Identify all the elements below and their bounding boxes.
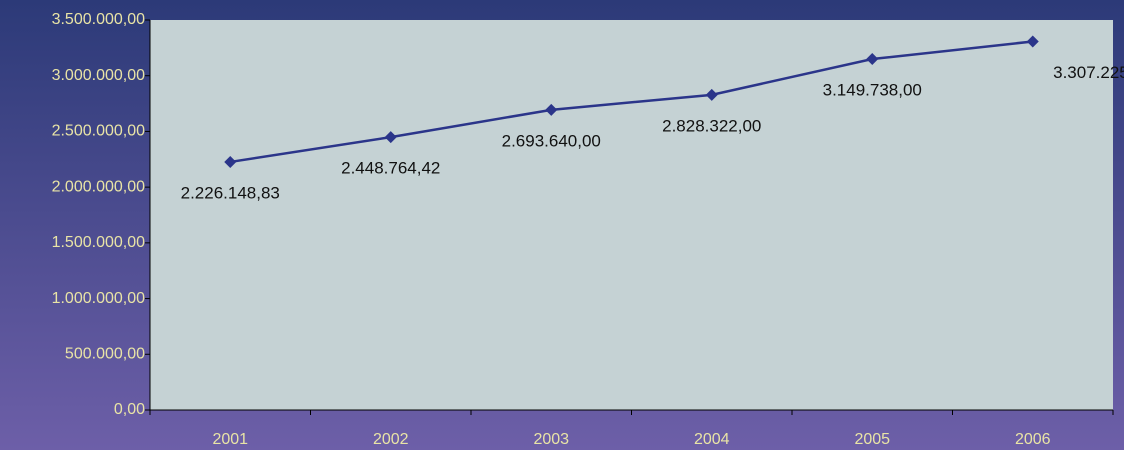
point <box>384 131 397 144</box>
y-tick-label: 3.500.000,00 <box>52 11 146 28</box>
point <box>866 53 879 66</box>
y-tick-label: 1.000.000,00 <box>52 290 146 307</box>
data-label: 2.828.322,00 <box>662 116 761 135</box>
x-tick-label: 2004 <box>694 431 730 448</box>
line <box>230 40 1033 164</box>
y-tick-label: 0,00 <box>114 401 145 418</box>
x-tick-label: 2002 <box>373 431 409 448</box>
point <box>545 103 558 116</box>
y-tick-label: 2.000.000,00 <box>52 178 146 195</box>
point <box>224 155 237 168</box>
y-tick-label: 2.500.000,00 <box>52 123 146 140</box>
data-label: 3.307.225,00 <box>1053 63 1124 82</box>
x-tick-label: 2005 <box>854 431 890 448</box>
y-tick-label: 500.000,00 <box>65 346 145 363</box>
x-tick-label: 2003 <box>533 431 569 448</box>
x-tick-label: 2001 <box>212 431 248 448</box>
data-label: 3.149.738,00 <box>823 81 922 100</box>
plot-area <box>150 20 1113 410</box>
point <box>1026 35 1039 48</box>
data-label: 2.693.640,00 <box>502 131 601 150</box>
data-label: 2.226.148,83 <box>181 183 280 202</box>
point <box>705 88 718 101</box>
y-tick-label: 3.000.000,00 <box>52 67 146 84</box>
data-label: 2.448.764,42 <box>341 159 440 178</box>
x-tick-label: 2006 <box>1015 431 1051 448</box>
y-tick-label: 1.500.000,00 <box>52 234 146 251</box>
